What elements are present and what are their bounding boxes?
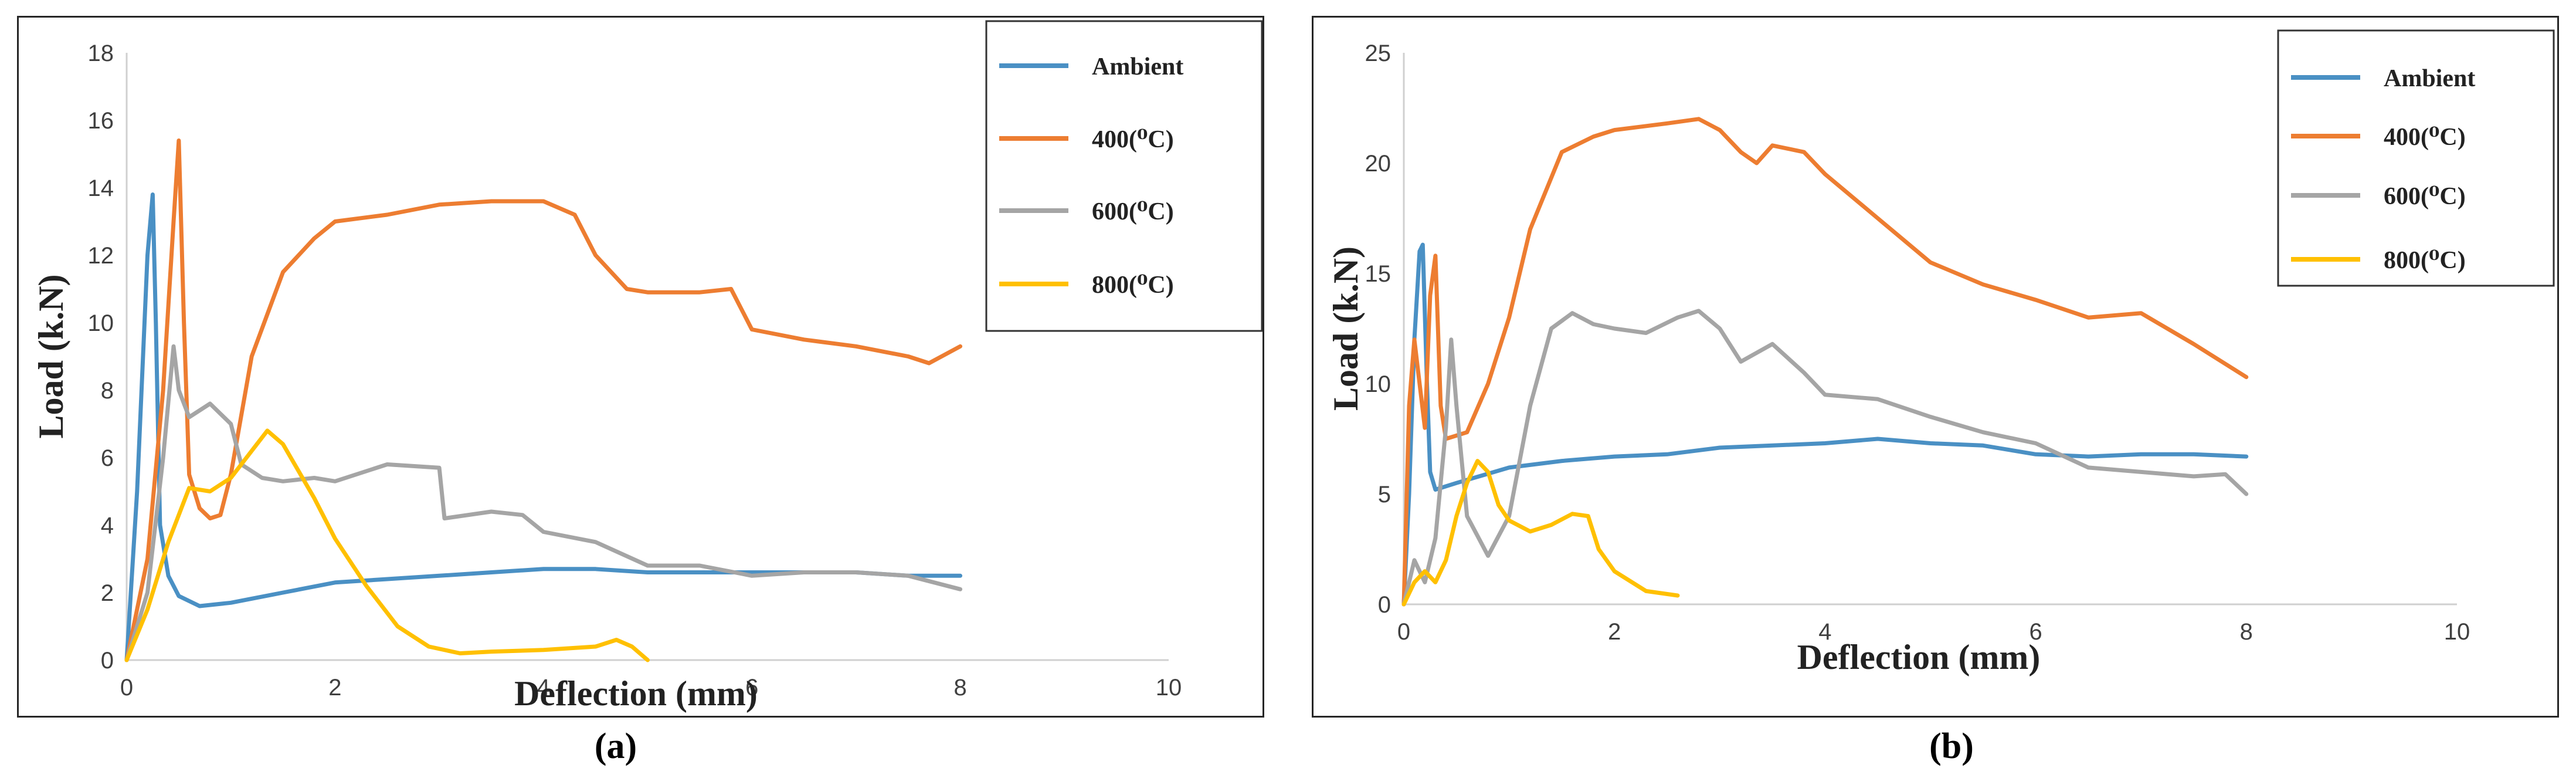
series-line-1: [124, 192, 963, 662]
legend-label-4: 800(⁰C): [2384, 247, 2466, 274]
y-tick-label: 2: [101, 580, 114, 606]
x-tick-label: 2: [328, 675, 341, 701]
y-tick-label: 6: [101, 445, 114, 471]
y-tick-label: 10: [88, 310, 114, 336]
chart-b-svg: 0 5 10 15 20 25 0 2 4 6 8 10 Deflection (mm) Load (k.…: [1326, 29, 2555, 676]
y-tick-label: 8: [101, 378, 114, 404]
x-tick-label: 4: [537, 675, 550, 701]
series-line-3: [1401, 309, 2249, 607]
caption-a: (a): [594, 726, 637, 766]
y-tick-label: 18: [88, 40, 114, 66]
x-tick-label: 10: [1156, 675, 1182, 701]
y-tick-label: 14: [88, 175, 114, 201]
y-tick-label: 25: [1365, 40, 1391, 66]
x-tick-label: 8: [953, 675, 966, 701]
legend: Ambient 400(⁰C) 600(⁰C) 800(⁰C): [2277, 29, 2555, 287]
legend-label-3: 600(⁰C): [2384, 183, 2466, 210]
chart-panel-a: 0 2 4 6 8 10 12 14 16 18 0 2 4 6 8 10 Deflection (mm) Loa…: [17, 16, 1264, 718]
legend-box: [2277, 29, 2555, 287]
y-tick-label: 16: [88, 108, 114, 134]
x-tick-label: 6: [2029, 619, 2042, 645]
legend-label-4: 800(⁰C): [1092, 272, 1174, 299]
x-axis-title: Deflection (mm): [1797, 638, 2041, 676]
y-tick-label: 4: [101, 513, 114, 539]
y-tick-label: 10: [1365, 371, 1391, 397]
chart-panel-b: 0 5 10 15 20 25 0 2 4 6 8 10 Deflection (mm) Load (k.…: [1312, 16, 2559, 718]
legend: Ambient 400(⁰C) 600(⁰C) 800(⁰C): [985, 20, 1262, 332]
series-line-4: [124, 428, 650, 662]
legend-label-3: 600(⁰C): [1092, 198, 1174, 225]
x-tick-label: 0: [120, 675, 133, 701]
series-line-4: [1401, 459, 1680, 607]
x-tick-label: 10: [2444, 619, 2470, 645]
x-tick-label: 2: [1608, 619, 1621, 645]
x-axis-title: Deflection (mm): [514, 674, 758, 713]
series-line-1: [1401, 242, 2249, 607]
legend-label-1: Ambient: [1092, 53, 1183, 80]
series-line-2: [124, 138, 963, 662]
x-tick-label: 4: [1818, 619, 1831, 645]
legend-box: [985, 20, 1262, 332]
x-tick-label: 6: [745, 675, 758, 701]
y-tick-label: 0: [101, 648, 114, 674]
y-tick-label: 20: [1365, 151, 1391, 177]
y-tick-label: 0: [1378, 592, 1391, 618]
series-line-3: [124, 344, 963, 662]
legend-label-2: 400(⁰C): [1092, 126, 1174, 153]
y-tick-label: 12: [88, 243, 114, 269]
x-tick-label: 8: [2240, 619, 2253, 645]
legend-label-2: 400(⁰C): [2384, 124, 2466, 151]
chart-a-svg: 0 2 4 6 8 10 12 14 16 18 0 2 4 6 8 10 Deflection (mm) Loa…: [32, 20, 1262, 713]
x-tick-label: 0: [1397, 619, 1410, 645]
series-line-2: [1401, 117, 2249, 607]
y-axis-title: Load (k.N): [32, 274, 70, 438]
y-axis-title: Load (k.N): [1326, 246, 1365, 411]
y-tick-label: 15: [1365, 261, 1391, 287]
legend-label-1: Ambient: [2384, 65, 2475, 92]
caption-b: (b): [1929, 726, 1974, 766]
y-tick-label: 5: [1378, 482, 1391, 508]
